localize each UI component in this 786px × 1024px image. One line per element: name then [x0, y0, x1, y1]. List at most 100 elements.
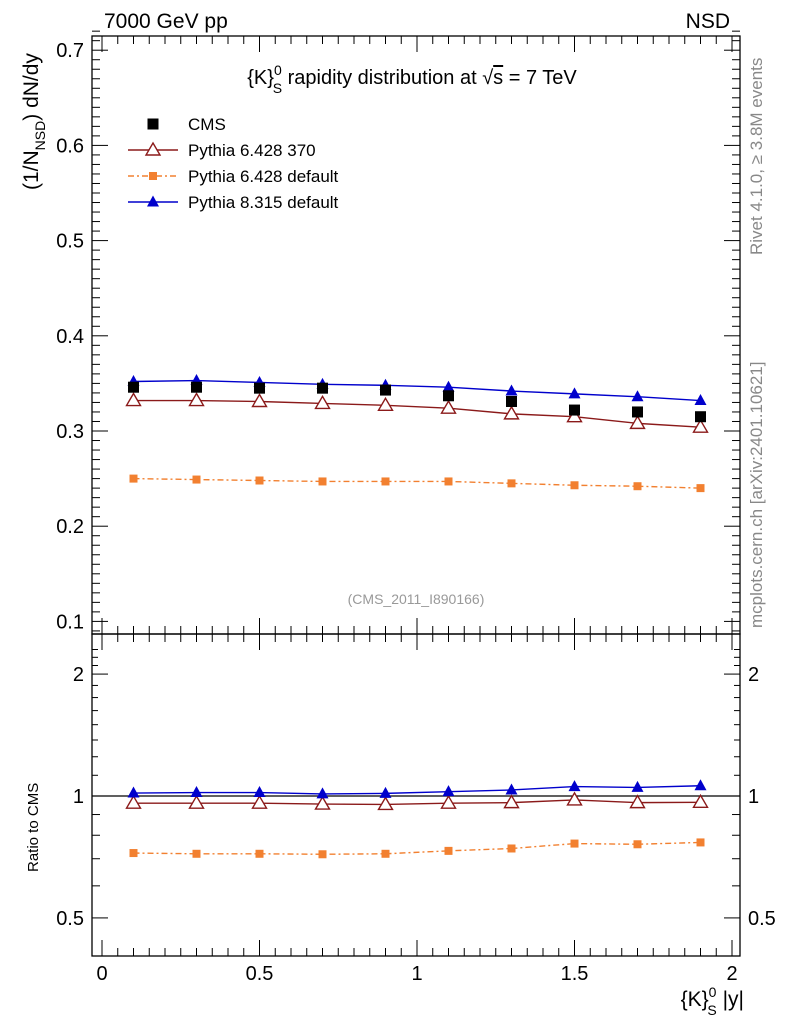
y-axis-label-ratio: Ratio to CMS [25, 783, 42, 872]
data-point-1 [251, 393, 268, 408]
data-point-3 [694, 394, 707, 406]
title-sub: S [273, 80, 282, 96]
ratio-point-1 [444, 846, 453, 855]
title-prefix: {K} [247, 67, 274, 89]
ratio-point-1 [192, 849, 201, 858]
ylabel-part2: ) dN/dy [20, 53, 43, 121]
main-series-group [125, 374, 709, 493]
ratio-point-2 [127, 786, 140, 798]
data-point-2 [381, 477, 390, 486]
ratio-point-1 [255, 849, 264, 858]
plot-title: {K}0 S rapidity distribution at √s = 7 Te… [247, 62, 577, 96]
header-right: NSD [686, 10, 730, 33]
legend-marker-0 [147, 118, 159, 130]
data-point-1 [188, 392, 205, 407]
ratio-y-tick-label-left: 0.5 [56, 908, 84, 930]
legend-label-0: CMS [188, 115, 226, 134]
data-point-2 [192, 475, 201, 484]
data-point-2 [507, 479, 516, 488]
xlabel-sup: 0 [709, 984, 717, 1000]
ratio-point-2 [694, 779, 707, 791]
y-tick-label-main: 0.7 [56, 40, 84, 62]
data-point-0 [632, 406, 643, 418]
data-point-0 [695, 411, 706, 423]
ratio-point-0 [566, 791, 583, 806]
legend-label-1: Pythia 6.428 370 [188, 141, 316, 160]
ratio-panel-frame [91, 633, 741, 957]
ratio-point-2 [316, 787, 329, 799]
ratio-point-0 [440, 794, 457, 809]
ratio-line-1 [133, 841, 701, 855]
data-point-2 [444, 477, 453, 486]
series-line-2 [133, 477, 701, 489]
data-point-0 [191, 381, 202, 393]
title-rest: rapidity distribution at [282, 67, 482, 89]
ratio-point-2 [505, 783, 518, 795]
data-point-3 [631, 390, 644, 402]
y-tick-label-main: 0.1 [56, 611, 84, 633]
data-point-0 [380, 384, 391, 396]
title-sqrt-arg: s [493, 67, 503, 89]
y-axis-label-main: (1/NNSD) dN/dy [20, 53, 48, 190]
rivet-version-label: Rivet 4.1.0, ≥ 3.8M events [747, 58, 766, 255]
ratio-point-1 [381, 849, 390, 858]
data-point-0 [128, 381, 139, 393]
ratio-y-tick-label-right: 0.5 [748, 908, 776, 930]
data-point-1 [377, 396, 394, 411]
ratio-point-0 [188, 794, 205, 809]
ratio-point-2 [631, 780, 644, 792]
data-point-0 [569, 404, 580, 416]
ratio-point-1 [507, 844, 516, 853]
xlabel-suffix: |y| [717, 988, 744, 1011]
data-point-1 [629, 414, 646, 430]
ratio-axis-ticks: 0.5 0.5 1 1 2 2 [56, 649, 776, 930]
ratio-y-tick-label-left: 2 [73, 664, 84, 686]
legend-marker-2 [149, 172, 157, 180]
ratio-point-2 [568, 780, 581, 792]
data-point-0 [443, 390, 454, 402]
x-tick-label: 1 [411, 963, 422, 985]
ratio-point-0 [503, 794, 520, 809]
ratio-point-1 [318, 850, 327, 859]
ratio-point-0 [377, 796, 394, 811]
series-line-1 [133, 399, 701, 428]
data-point-1 [503, 405, 520, 420]
data-point-3 [442, 380, 455, 392]
data-point-2 [129, 474, 138, 483]
x-tick-label: 0.5 [246, 963, 274, 985]
y-tick-label-main: 0.5 [56, 231, 84, 253]
data-point-3 [505, 384, 518, 396]
ratio-point-2 [379, 786, 392, 798]
ratio-point-2 [253, 786, 266, 798]
ratio-series-group [125, 779, 709, 859]
ratio-point-0 [125, 794, 142, 809]
ratio-line-2 [133, 785, 701, 795]
ratio-point-2 [190, 786, 203, 798]
data-point-2 [570, 481, 579, 490]
title-sup: 0 [274, 62, 282, 78]
ratio-point-1 [633, 840, 642, 849]
ratio-line-0 [133, 799, 701, 806]
data-point-1 [314, 395, 331, 410]
data-point-1 [125, 392, 142, 407]
y-tick-label-main: 0.3 [56, 421, 84, 443]
y-tick-label-main: 0.2 [56, 516, 84, 538]
x-tick-label: 0 [96, 963, 107, 985]
data-point-2 [318, 477, 327, 486]
y-tick-label-main: 0.6 [56, 135, 84, 157]
title-energy: = 7 TeV [503, 67, 577, 89]
mcplots-source-label: mcplots.cern.ch [arXiv:2401.10621] [747, 362, 766, 628]
title-sqrt-symbol: √ [482, 67, 493, 89]
ratio-point-1 [696, 838, 705, 847]
legend-label-3: Pythia 8.315 default [188, 193, 339, 212]
ratio-y-tick-label-right: 1 [748, 786, 759, 808]
ylabel-sub: NSD [32, 121, 48, 151]
ratio-y-tick-label-right: 2 [748, 664, 759, 686]
ratio-point-1 [129, 849, 138, 858]
ratio-point-0 [629, 794, 646, 809]
data-point-3 [568, 387, 581, 399]
x-tick-label: 1.5 [561, 963, 589, 985]
data-point-0 [506, 395, 517, 407]
y-tick-label-main: 0.4 [56, 326, 84, 348]
